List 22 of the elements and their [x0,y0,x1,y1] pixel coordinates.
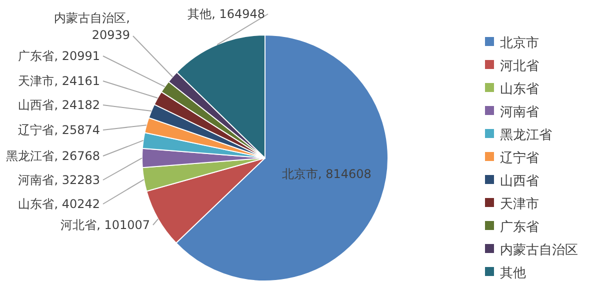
data-label: 河南省, 32283 [18,173,100,187]
data-label: 其他, 164948 [188,7,265,21]
data-label: 河北省, 101007 [60,218,150,232]
data-label: 天津市, 24161 [18,74,100,88]
data-label: 黑龙江省, 26768 [6,149,100,163]
data-label: 广东省, 20991 [18,49,100,63]
legend-label: 河北省 [500,59,539,74]
legend-label: 山西省 [500,174,539,189]
data-label: 内蒙古自治区, 20939 [54,11,130,42]
legend-label: 其他 [500,266,526,281]
legend-label: 内蒙古自治区 [500,243,578,258]
legend-label: 广东省 [500,220,539,235]
legend-label: 河南省 [500,105,539,120]
data-label: 北京市, 814608 [282,167,372,181]
legend-label: 黑龙江省 [500,128,552,143]
legend-label: 北京市 [500,36,539,51]
legend-label: 辽宁省 [500,150,539,166]
legend-label: 天津市 [500,197,539,212]
data-label: 山东省, 40242 [18,197,100,211]
legend-label: 山东省 [500,82,539,97]
data-label: 辽宁省, 25874 [18,123,100,137]
data-label: 山西省, 24182 [18,98,100,112]
